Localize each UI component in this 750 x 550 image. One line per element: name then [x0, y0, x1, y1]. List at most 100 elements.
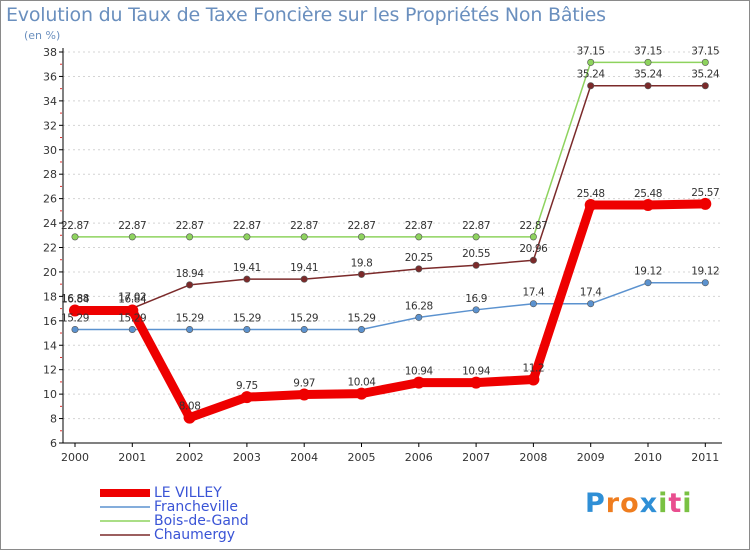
- y-tick-label: 8: [50, 413, 57, 426]
- data-label: 8.08: [179, 401, 201, 413]
- y-tick-label: 38: [43, 46, 57, 59]
- data-point: [69, 304, 81, 317]
- data-label: 22.87: [233, 220, 261, 232]
- y-tick-label: 32: [43, 119, 57, 132]
- data-point: [71, 325, 79, 333]
- x-tick-label: 2000: [61, 451, 89, 464]
- data-label: 20.25: [405, 252, 433, 264]
- data-label: 16.28: [405, 300, 433, 312]
- y-tick-label: 30: [43, 144, 57, 157]
- y-tick-label: 36: [43, 70, 57, 83]
- y-tick-label: 12: [43, 364, 57, 377]
- data-point: [470, 376, 483, 389]
- data-label: 25.48: [634, 188, 662, 200]
- y-tick-label: 22: [43, 242, 57, 255]
- data-point: [644, 82, 652, 90]
- logo-letter: x: [639, 488, 659, 519]
- y-axis-unit-label: (en %): [24, 29, 61, 42]
- data-label: 22.87: [347, 220, 375, 232]
- data-label: 15.29: [118, 312, 146, 324]
- logo-letter: o: [620, 488, 640, 519]
- data-label: 22.87: [519, 220, 547, 232]
- data-label: 9.75: [236, 380, 258, 392]
- y-tick-label: 18: [43, 290, 57, 303]
- data-label: 10.04: [347, 377, 376, 389]
- y-tick-label: 26: [43, 193, 57, 206]
- data-label: 22.87: [462, 220, 490, 232]
- x-tick-label: 2008: [519, 451, 547, 464]
- data-label: 19.12: [691, 266, 719, 278]
- data-point: [644, 58, 652, 66]
- y-tick-label: 14: [43, 339, 57, 352]
- data-label: 22.87: [405, 220, 433, 232]
- data-label: 37.15: [577, 45, 605, 57]
- chart-title: Evolution du Taux de Taxe Foncière sur l…: [6, 4, 606, 26]
- data-label: 35.24: [577, 69, 606, 81]
- data-point: [128, 325, 136, 333]
- data-point: [357, 270, 365, 278]
- logo-letter: i: [658, 488, 669, 519]
- data-point: [357, 233, 365, 241]
- legend-swatch-bois-de-gand: [100, 520, 150, 522]
- series-line-le-villey: [70, 199, 710, 423]
- data-label: 16.9: [465, 293, 487, 305]
- data-label: 17.4: [580, 287, 602, 299]
- data-point: [240, 391, 253, 404]
- data-label: 11.2: [523, 362, 545, 374]
- data-point: [126, 304, 139, 317]
- x-tick-label: 2001: [118, 451, 146, 464]
- data-label: 25.57: [691, 187, 719, 199]
- data-point: [701, 82, 709, 90]
- x-tick-label: 2010: [634, 451, 662, 464]
- data-label: 15.29: [233, 312, 261, 324]
- data-point: [701, 58, 709, 66]
- legend-label-chaumergy: Chaumergy: [154, 527, 236, 543]
- data-point: [412, 376, 425, 389]
- data-label: 22.87: [61, 220, 89, 232]
- data-point: [415, 265, 423, 273]
- data-point: [128, 233, 136, 241]
- data-label: 16.84: [118, 294, 147, 306]
- data-point: [243, 233, 251, 241]
- data-point: [300, 275, 308, 283]
- y-tick-label: 24: [43, 217, 57, 230]
- data-point: [529, 233, 537, 241]
- data-point: [584, 198, 597, 211]
- data-point: [472, 261, 480, 269]
- logo-letter: t: [668, 488, 683, 519]
- logo-letter: i: [682, 488, 693, 519]
- data-point: [186, 325, 194, 333]
- data-point: [527, 373, 540, 386]
- x-tick-label: 2011: [691, 451, 719, 464]
- data-point: [644, 279, 652, 287]
- data-label: 19.8: [351, 257, 373, 269]
- data-label: 19.41: [233, 262, 261, 274]
- logo-letter: P: [585, 488, 606, 519]
- data-label: 20.96: [519, 243, 548, 255]
- x-tick-label: 2003: [233, 451, 261, 464]
- data-label: 15.29: [290, 312, 318, 324]
- data-label: 35.24: [634, 69, 663, 81]
- data-label: 35.24: [691, 69, 720, 81]
- data-point: [186, 281, 194, 289]
- legend-label-le-villey: LE VILLEY: [154, 485, 222, 501]
- legend-item-le-villey: LE VILLEY: [100, 486, 249, 500]
- data-label: 18.94: [176, 268, 205, 280]
- data-point: [587, 82, 595, 90]
- data-label: 37.15: [634, 45, 662, 57]
- data-point: [701, 279, 709, 287]
- data-point: [415, 233, 423, 241]
- legend-swatch-francheville: [100, 506, 150, 508]
- data-point: [186, 233, 194, 241]
- x-tick-label: 2007: [462, 451, 490, 464]
- chart-legend: LE VILLEY Francheville Bois-de-Gand Chau…: [100, 486, 249, 542]
- data-label: 20.55: [462, 248, 490, 260]
- data-label: 15.29: [61, 312, 89, 324]
- data-point: [243, 325, 251, 333]
- data-point: [298, 388, 311, 401]
- y-tick-label: 28: [43, 168, 57, 181]
- legend-swatch-chaumergy: [100, 534, 150, 536]
- data-label: 22.87: [176, 220, 204, 232]
- data-label: 10.94: [405, 366, 434, 378]
- data-label: 37.15: [691, 45, 719, 57]
